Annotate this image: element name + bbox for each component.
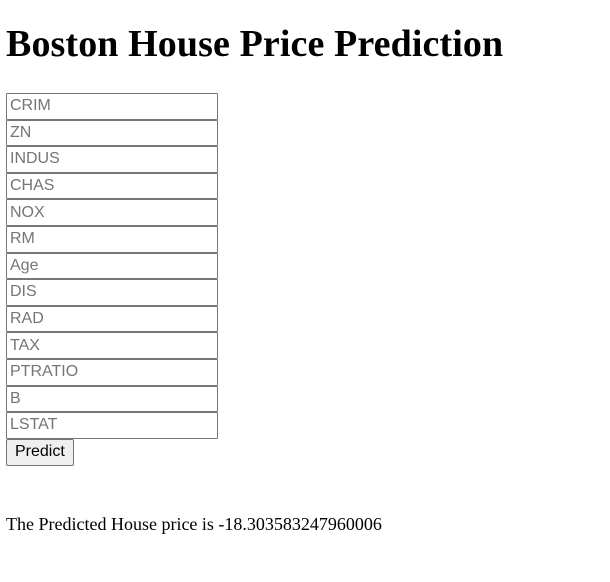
zn-input[interactable] xyxy=(6,119,218,147)
dis-input[interactable] xyxy=(6,279,218,306)
prediction-result: The Predicted House price is -18.3035832… xyxy=(6,513,382,534)
nox-input[interactable] xyxy=(6,199,218,226)
tax-input[interactable] xyxy=(6,332,218,359)
chas-input[interactable] xyxy=(6,172,218,200)
age-input[interactable] xyxy=(6,252,218,280)
ptratio-input[interactable] xyxy=(6,358,218,386)
page-title: Boston House Price Prediction xyxy=(6,23,504,65)
rad-input[interactable] xyxy=(6,305,218,333)
b-input[interactable] xyxy=(6,385,218,413)
rm-input[interactable] xyxy=(6,225,218,253)
predict-button[interactable]: Predict xyxy=(6,438,74,466)
lstat-input[interactable] xyxy=(6,412,218,439)
crim-input[interactable] xyxy=(6,93,218,120)
indus-input[interactable] xyxy=(6,146,218,173)
prediction-form: Predict xyxy=(6,93,604,466)
page-container: Boston House Price Prediction Predict Th… xyxy=(6,0,604,535)
